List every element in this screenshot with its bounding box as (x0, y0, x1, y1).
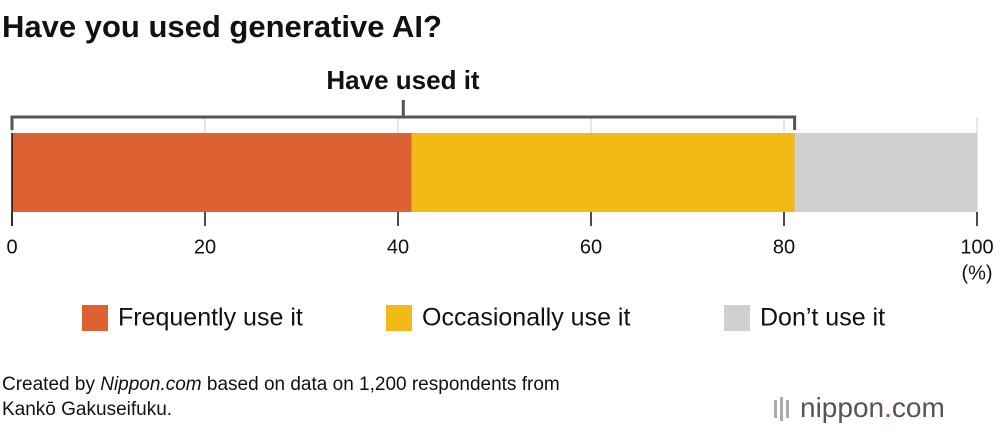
source: Created by Nippon.com based on data on 1… (2, 374, 560, 395)
legend-label: Don’t use it (760, 304, 885, 332)
logo-part: nippon (800, 392, 884, 423)
logo-icon (780, 397, 783, 421)
legend-swatch (82, 305, 108, 331)
source-text: Nippon.com (100, 374, 201, 395)
chart-title: Have you used generative AI? (2, 9, 442, 44)
x-tick-label: 100 (960, 236, 993, 258)
axis-unit: (%) (961, 262, 992, 284)
bar-segment (12, 133, 412, 212)
annotation: Have used it (326, 65, 480, 95)
legend-swatch (724, 305, 750, 331)
source-text: based on data on 1,200 respondents from (202, 374, 560, 395)
logo-part: . (884, 392, 892, 423)
x-tick-label: 0 (6, 236, 17, 258)
logo-part: com (892, 392, 945, 423)
x-tick-label: 20 (194, 236, 216, 258)
source-text: Kankō Gakuseifuku. (2, 399, 172, 420)
source-text: Created by (2, 374, 100, 395)
bar-segment (411, 133, 795, 212)
legend-label: Frequently use it (118, 304, 303, 332)
x-tick-label: 60 (580, 236, 602, 258)
x-tick-label: 80 (773, 236, 795, 258)
logo-text: nippon.com (800, 392, 945, 423)
logo-icon (774, 400, 777, 418)
legend-label: Occasionally use it (422, 304, 630, 332)
bracket (10, 100, 797, 130)
logo: nippon.com (774, 392, 945, 423)
bar-segment (794, 133, 977, 212)
logo-icon (786, 400, 789, 418)
x-tick-label: 40 (387, 236, 409, 258)
legend-swatch (386, 305, 412, 331)
